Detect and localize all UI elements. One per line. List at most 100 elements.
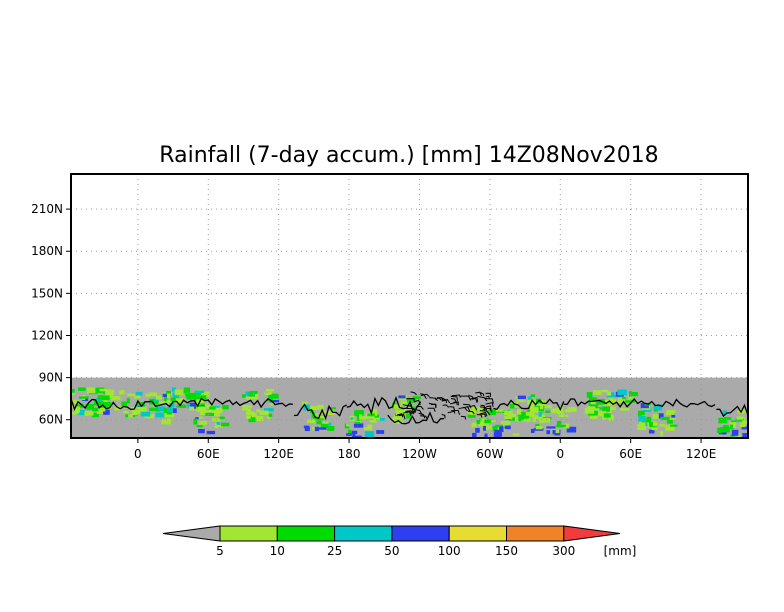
x-tick-label: 180: [338, 447, 361, 461]
rain-cell: [132, 410, 140, 416]
rain-cell: [247, 408, 251, 414]
colorbar-swatch: [334, 525, 393, 542]
rain-cell: [259, 410, 269, 415]
rain-cell: [149, 392, 158, 397]
rain-cell: [269, 399, 280, 403]
rain-cell: [629, 391, 638, 397]
rain-cell: [255, 416, 264, 422]
rain-cell: [602, 406, 610, 412]
rain-cell: [619, 407, 630, 411]
rain-cell: [105, 389, 115, 396]
rain-cell: [149, 407, 159, 412]
rain-cell: [649, 422, 657, 428]
rain-cell: [172, 408, 177, 414]
rain-cell: [666, 409, 676, 413]
rain-cell: [494, 429, 502, 435]
rain-cell: [483, 425, 487, 431]
island-outline: [469, 396, 479, 402]
rain-cell: [530, 411, 535, 417]
rain-cell: [217, 425, 224, 428]
rain-cell: [541, 418, 550, 423]
rain-cell: [211, 410, 221, 417]
island-outline: [406, 407, 417, 413]
colorbar-low-arrow: [162, 525, 221, 542]
rain-cell: [359, 414, 363, 420]
island-outline: [420, 393, 430, 398]
rain-cell: [398, 395, 406, 399]
rain-cell: [193, 418, 198, 425]
rain-cell: [588, 397, 598, 402]
rain-cell: [63, 402, 66, 406]
rain-cell: [248, 391, 253, 397]
rain-cell: [205, 412, 214, 417]
rain-cell: [617, 397, 625, 404]
rain-cell: [468, 406, 476, 412]
rain-cell: [187, 402, 191, 409]
rain-cell: [242, 394, 246, 398]
rain-cell: [71, 393, 75, 396]
x-tick-label: 60E: [197, 447, 220, 461]
rain-cell: [98, 407, 106, 412]
island-outline: [477, 395, 488, 402]
rain-cell: [242, 405, 249, 411]
rain-cell: [71, 404, 75, 408]
island-outline: [442, 398, 447, 404]
rain-cell: [741, 426, 748, 430]
rain-cell: [472, 432, 477, 438]
colorbar-label: 300: [552, 544, 575, 558]
rain-cell: [75, 399, 79, 405]
rain-cell: [248, 416, 256, 423]
island-outline: [398, 413, 406, 420]
rain-cell: [222, 405, 229, 410]
rain-cell: [220, 422, 230, 427]
rain-cell: [535, 426, 543, 430]
rain-cell: [610, 394, 621, 398]
rain-cell: [316, 420, 322, 425]
rain-cell: [365, 415, 375, 419]
rain-cell: [198, 420, 208, 425]
rain-cell: [164, 396, 168, 402]
rain-cell: [485, 425, 493, 431]
island-outline: [412, 408, 423, 416]
rain-cell: [364, 431, 374, 438]
rain-cell: [601, 389, 609, 393]
island-outline: [485, 395, 490, 399]
rain-cell: [536, 403, 541, 407]
x-tick-label: 0: [556, 447, 564, 461]
rain-cell: [194, 397, 202, 402]
rain-cell: [720, 427, 730, 433]
rain-cell: [478, 424, 486, 427]
coastline: [71, 398, 142, 411]
x-tick-label: 60W: [476, 447, 503, 461]
rain-cell: [556, 424, 566, 428]
colorbar-swatch: [276, 525, 336, 542]
island-outline: [463, 403, 472, 409]
rain-cell: [196, 425, 203, 428]
rain-cell: [369, 420, 377, 423]
rain-cell: [156, 406, 166, 412]
rain-cell: [74, 406, 80, 413]
rain-cell: [651, 427, 658, 431]
rain-cell: [741, 420, 748, 424]
rain-cell: [268, 413, 273, 417]
y-tick-label: 60N: [39, 413, 63, 427]
rain-cell: [314, 426, 320, 432]
rain-cell: [594, 413, 604, 417]
island-outline: [453, 401, 459, 406]
x-tick-label: 0: [134, 447, 142, 461]
rain-cell: [671, 414, 676, 421]
rain-cell: [254, 393, 259, 400]
rain-cell: [358, 416, 368, 420]
coastlines: [71, 391, 748, 425]
island-outline: [451, 409, 461, 415]
rain-cell: [352, 433, 356, 438]
island-outline: [479, 410, 491, 416]
rain-cell: [77, 387, 86, 391]
rain-cell: [525, 412, 532, 416]
island-outline: [441, 413, 446, 419]
rain-cell: [64, 398, 69, 401]
rain-cell: [171, 387, 177, 392]
y-tick-label: 210N: [31, 202, 63, 216]
island-outline: [486, 405, 492, 410]
